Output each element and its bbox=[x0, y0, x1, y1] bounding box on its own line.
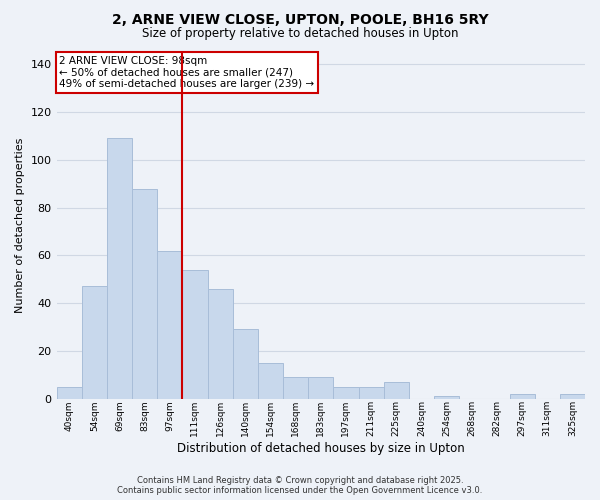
Text: Size of property relative to detached houses in Upton: Size of property relative to detached ho… bbox=[142, 28, 458, 40]
Bar bbox=[182, 270, 208, 398]
X-axis label: Distribution of detached houses by size in Upton: Distribution of detached houses by size … bbox=[177, 442, 464, 455]
Bar bbox=[107, 138, 132, 398]
Bar bbox=[308, 377, 334, 398]
Bar bbox=[434, 396, 459, 398]
Bar bbox=[132, 188, 157, 398]
Text: Contains HM Land Registry data © Crown copyright and database right 2025.
Contai: Contains HM Land Registry data © Crown c… bbox=[118, 476, 482, 495]
Bar bbox=[56, 386, 82, 398]
Bar bbox=[208, 289, 233, 399]
Text: 2, ARNE VIEW CLOSE, UPTON, POOLE, BH16 5RY: 2, ARNE VIEW CLOSE, UPTON, POOLE, BH16 5… bbox=[112, 12, 488, 26]
Bar bbox=[157, 250, 182, 398]
Bar bbox=[233, 330, 258, 398]
Bar bbox=[283, 377, 308, 398]
Y-axis label: Number of detached properties: Number of detached properties bbox=[15, 138, 25, 314]
Bar bbox=[560, 394, 585, 398]
Text: 2 ARNE VIEW CLOSE: 98sqm
← 50% of detached houses are smaller (247)
49% of semi-: 2 ARNE VIEW CLOSE: 98sqm ← 50% of detach… bbox=[59, 56, 314, 89]
Bar bbox=[509, 394, 535, 398]
Bar bbox=[82, 286, 107, 399]
Bar bbox=[359, 386, 383, 398]
Bar bbox=[258, 363, 283, 398]
Bar bbox=[334, 386, 359, 398]
Bar bbox=[383, 382, 409, 398]
